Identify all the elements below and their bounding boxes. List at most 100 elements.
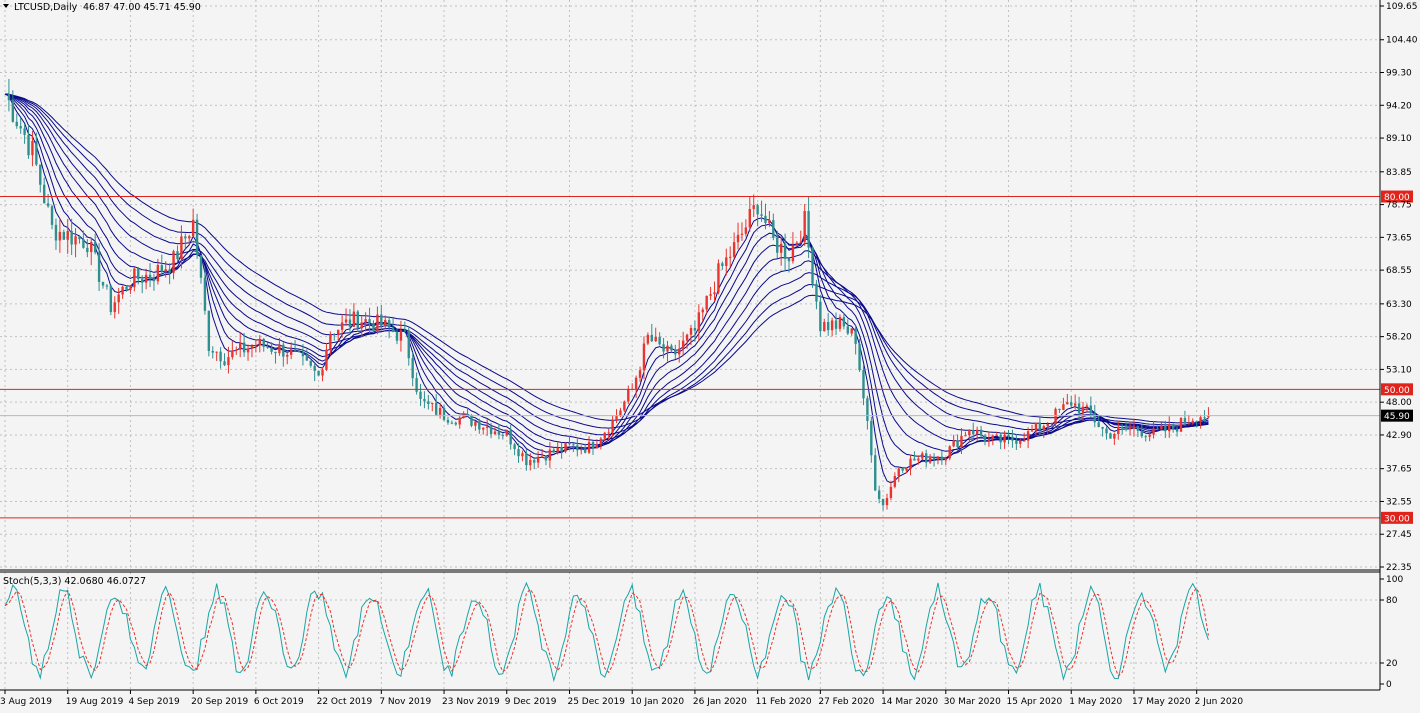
- candle-body: [1007, 435, 1009, 437]
- candle-body: [263, 339, 265, 347]
- candle-body: [764, 216, 766, 223]
- candle-body: [964, 435, 966, 436]
- x-tick-label: 20 Sep 2019: [191, 697, 248, 707]
- candle-body: [278, 345, 280, 353]
- candle-body: [541, 456, 543, 457]
- candle-body: [235, 350, 237, 351]
- candle-body: [290, 349, 292, 355]
- candle-body: [811, 248, 813, 284]
- candle-body: [890, 487, 892, 498]
- candle-body: [1047, 424, 1049, 426]
- candle-body: [165, 269, 167, 272]
- candle-body: [674, 350, 676, 354]
- candle-body: [219, 352, 221, 362]
- candle-body: [952, 440, 954, 446]
- candle-body: [117, 294, 119, 302]
- candle-body: [427, 401, 429, 404]
- candle-body: [604, 433, 606, 439]
- candle-body: [513, 444, 515, 449]
- candle-body: [247, 349, 249, 353]
- candle-body: [490, 426, 492, 434]
- y-tick-label: 37.65: [1386, 465, 1412, 475]
- candle-body: [59, 232, 61, 241]
- candle-body: [796, 243, 798, 246]
- candle-body: [439, 408, 441, 415]
- candle-body: [400, 330, 402, 340]
- candle-body: [792, 246, 794, 262]
- candle-body: [1137, 426, 1139, 430]
- candle-body: [149, 275, 151, 279]
- candle-body: [8, 94, 10, 100]
- candle-body: [615, 416, 617, 420]
- candle-body: [1176, 429, 1178, 432]
- candle-body: [466, 414, 468, 415]
- candle-body: [525, 453, 527, 465]
- x-tick-label: 11 Feb 2020: [756, 697, 812, 707]
- candle-body: [1180, 418, 1182, 432]
- candle-body: [212, 351, 214, 353]
- candle-body: [1129, 428, 1131, 429]
- candle-body: [74, 236, 76, 244]
- x-tick-label: 6 Oct 2019: [254, 697, 304, 707]
- candle-body: [1070, 402, 1072, 405]
- candle-body: [1066, 402, 1068, 404]
- candle-body: [647, 335, 649, 344]
- candle-body: [1003, 435, 1005, 443]
- candle-body: [129, 287, 131, 290]
- candle-body: [184, 236, 186, 238]
- candle-body: [843, 317, 845, 326]
- level-tag-label: 50.00: [1384, 386, 1410, 396]
- candle-body: [317, 371, 319, 376]
- candle-body: [901, 468, 903, 470]
- candle-body: [408, 331, 410, 359]
- candle-body: [1015, 441, 1017, 444]
- symbol-title: LTCUSD,Daily: [14, 2, 78, 13]
- candle-body: [423, 399, 425, 401]
- candle-body: [298, 351, 300, 352]
- candle-body: [266, 347, 268, 348]
- candle-body: [584, 449, 586, 453]
- candle-body: [204, 278, 206, 311]
- candle-body: [345, 320, 347, 323]
- candle-body: [709, 294, 711, 296]
- candle-body: [431, 403, 433, 404]
- candle-body: [999, 435, 1001, 443]
- candle-body: [788, 259, 790, 261]
- candle-body: [662, 344, 664, 351]
- candle-body: [43, 185, 45, 204]
- candle-body: [1188, 423, 1190, 424]
- candle-body: [282, 345, 284, 357]
- candle-body: [909, 459, 911, 469]
- stoch-y-tick-label: 0: [1386, 680, 1392, 690]
- candle-body: [564, 443, 566, 452]
- candle-body: [110, 286, 112, 312]
- candle-body: [349, 320, 351, 327]
- candle-body: [1121, 427, 1123, 428]
- candle-body: [384, 320, 386, 326]
- candle-body: [478, 422, 480, 430]
- candle-body: [125, 287, 127, 290]
- candle-body: [698, 312, 700, 330]
- x-tick-label: 15 Apr 2020: [1007, 697, 1063, 707]
- candle-body: [776, 238, 778, 253]
- candle-body: [858, 344, 860, 370]
- candle-body: [1164, 426, 1166, 431]
- candle-body: [451, 423, 453, 424]
- candle-body: [329, 334, 331, 350]
- candle-body: [474, 422, 476, 426]
- candle-body: [854, 328, 856, 343]
- x-tick-label: 7 Nov 2019: [379, 697, 431, 707]
- candle-body: [325, 350, 327, 370]
- x-tick-label: 1 May 2020: [1069, 697, 1122, 707]
- candle-body: [1145, 436, 1147, 437]
- candle-body: [996, 435, 998, 436]
- candle-body: [35, 141, 37, 165]
- candle-body: [145, 275, 147, 283]
- x-tick-label: 2 Jun 2020: [1195, 697, 1244, 707]
- x-tick-label: 27 Feb 2020: [818, 697, 874, 707]
- candle-body: [870, 421, 872, 455]
- y-tick-label: 27.45: [1386, 530, 1412, 540]
- candle-body: [529, 460, 531, 465]
